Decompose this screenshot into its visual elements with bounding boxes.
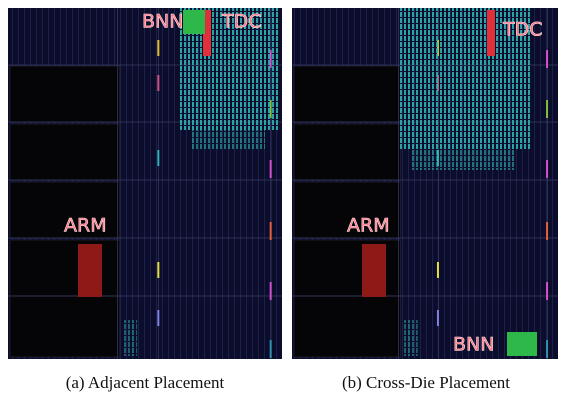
- tdc-block: [487, 10, 495, 56]
- io-strip: [270, 222, 272, 240]
- clock-region: [294, 66, 400, 122]
- arm-block: [78, 244, 102, 297]
- io-strip: [546, 50, 548, 68]
- io-strip: [157, 75, 159, 91]
- bnn-block: [507, 332, 537, 356]
- io-strip: [270, 340, 272, 358]
- clock-region: [10, 66, 120, 122]
- clock-region: [294, 296, 400, 357]
- tdc-cells: [190, 130, 265, 150]
- io-strip: [157, 150, 159, 166]
- bnn-label: BNN: [453, 334, 494, 356]
- tdc-label: TDC: [502, 19, 543, 41]
- sparse-cells: [404, 320, 418, 356]
- io-strip: [157, 262, 159, 278]
- bnn-block: [183, 10, 205, 34]
- io-strip: [546, 160, 548, 178]
- sparse-cells: [123, 320, 137, 356]
- clock-region: [10, 124, 120, 180]
- io-strip: [157, 40, 159, 56]
- clock-region: [10, 296, 120, 357]
- clock-region: [10, 240, 120, 296]
- figure: TDC ARM BNN TDC ARM BNN (a) Adjacent Placemen…: [0, 0, 566, 401]
- io-strip: [546, 340, 548, 358]
- io-strip: [157, 310, 159, 326]
- arm-block: [362, 244, 386, 297]
- io-strip: [437, 310, 439, 326]
- io-strip: [546, 282, 548, 300]
- io-strip: [437, 262, 439, 278]
- clock-region: [294, 124, 400, 180]
- io-strip: [546, 222, 548, 240]
- tdc-cells: [410, 150, 515, 170]
- io-strip: [546, 100, 548, 118]
- caption: (a) Adjacent Placement: [66, 373, 225, 392]
- io-strip: [270, 160, 272, 178]
- arm-label: ARM: [347, 215, 390, 237]
- panels: TDC ARM BNN TDC ARM BNN: [8, 8, 558, 359]
- arm-label: ARM: [64, 215, 107, 237]
- bnn-label: BNN: [142, 11, 183, 33]
- io-strip: [270, 282, 272, 300]
- caption: (b) Cross-Die Placement: [342, 373, 510, 392]
- tdc-label: TDC: [221, 11, 262, 33]
- page: TDC ARM BNN TDC ARM BNN (a) Adjacent Placemen…: [0, 0, 566, 401]
